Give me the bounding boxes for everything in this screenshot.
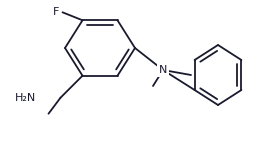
Text: F: F (53, 7, 60, 17)
Text: N: N (159, 65, 167, 75)
Text: H₂N: H₂N (15, 93, 36, 103)
